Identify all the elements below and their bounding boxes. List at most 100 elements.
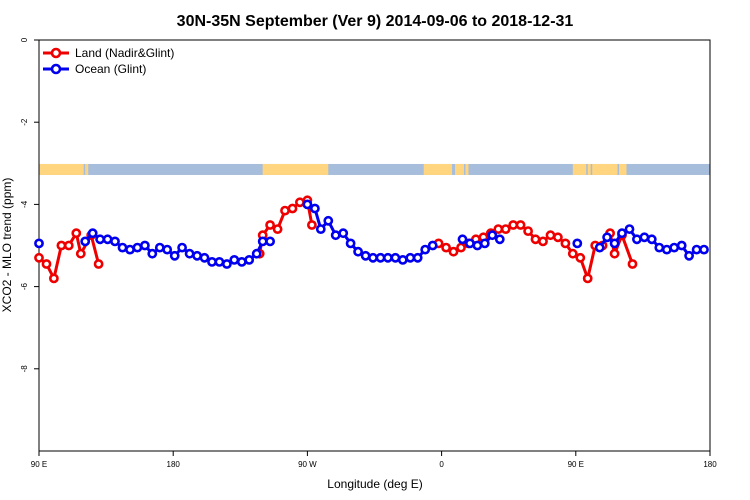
data-point	[302, 199, 313, 210]
x-axis-label: Longitude (deg E)	[327, 477, 422, 491]
series-line	[437, 223, 634, 280]
data-point	[75, 248, 86, 259]
y-tick-label: 0	[20, 37, 29, 42]
data-point	[244, 254, 255, 265]
data-point	[169, 250, 180, 261]
land-segment	[423, 163, 453, 175]
y-tick-label: -4	[20, 200, 29, 208]
data-point	[457, 234, 468, 245]
x-tick-label: 90 E	[568, 460, 584, 469]
land-segment	[465, 163, 469, 175]
data-point	[669, 242, 680, 253]
data-point	[184, 248, 195, 259]
y-tick-label: -6	[20, 282, 29, 290]
data-point	[464, 238, 475, 249]
y-axis-label: XCO2 - MLO trend (ppm)	[0, 178, 14, 313]
land-segment	[39, 163, 84, 175]
land-segment	[85, 163, 87, 175]
data-point	[309, 203, 320, 214]
data-point	[368, 252, 378, 263]
data-point	[162, 244, 173, 255]
data-point	[251, 248, 262, 259]
data-point	[49, 273, 59, 284]
data-point	[602, 232, 612, 243]
data-point	[530, 234, 541, 245]
data-point	[582, 273, 593, 284]
data-point	[382, 252, 393, 263]
data-point	[294, 197, 305, 208]
data-point	[177, 242, 187, 253]
data-point	[71, 228, 82, 239]
chart-title: 30N-35N September (Ver 9) 2014-09-06 to …	[177, 13, 574, 30]
data-point	[500, 224, 511, 234]
x-tick-label: 90 W	[298, 460, 317, 469]
data-point	[87, 228, 98, 239]
x-tick-label: 180	[167, 460, 181, 469]
data-point	[646, 234, 657, 245]
data-point	[139, 240, 150, 251]
y-tick-label: -8	[20, 365, 29, 373]
data-point	[412, 252, 423, 263]
data-point	[624, 224, 635, 234]
data-point	[427, 240, 438, 251]
land-segment	[587, 163, 591, 175]
data-point	[654, 242, 665, 253]
data-point	[265, 220, 275, 230]
data-point	[280, 205, 290, 216]
data-point	[494, 234, 505, 245]
data-point	[538, 236, 548, 247]
data-point	[306, 220, 317, 230]
data-point	[34, 238, 44, 249]
data-point	[456, 242, 466, 253]
data-point	[617, 228, 627, 239]
data-point	[676, 240, 687, 251]
data-point	[287, 203, 298, 214]
land-ocean-mask	[39, 163, 710, 175]
land-segment	[86, 163, 89, 175]
data-point	[515, 220, 526, 230]
data-point	[553, 232, 563, 243]
data-point	[441, 242, 451, 253]
data-point	[80, 236, 91, 247]
data-point	[632, 234, 642, 245]
data-point	[448, 246, 459, 257]
land-segment	[262, 163, 329, 175]
data-point	[594, 242, 605, 253]
data-point	[420, 244, 431, 255]
data-point	[699, 244, 709, 255]
data-point	[154, 242, 165, 253]
x-tick-label: 90 E	[31, 460, 47, 469]
data-point	[338, 228, 349, 239]
series-ocean	[34, 199, 709, 269]
data-point	[609, 238, 620, 249]
data-point	[41, 259, 52, 269]
data-point	[221, 259, 232, 269]
data-point	[323, 215, 334, 226]
data-point	[575, 252, 586, 263]
data-point	[236, 256, 247, 267]
data-point	[353, 246, 363, 257]
data-point	[110, 236, 120, 247]
data-point	[627, 259, 638, 269]
data-point	[214, 256, 225, 267]
data-point	[345, 238, 356, 249]
land-segment	[592, 163, 618, 175]
data-point	[147, 248, 158, 259]
data-point	[639, 232, 650, 243]
data-point	[609, 248, 620, 259]
data-point	[125, 244, 135, 255]
legend-marker	[50, 47, 62, 59]
x-tick-label: 180	[703, 460, 717, 469]
data-point	[265, 236, 275, 247]
legend: Land (Nadir&Glint) Ocean (Glint)	[43, 46, 174, 76]
data-point	[117, 242, 128, 253]
land-segment	[572, 163, 587, 175]
data-point	[272, 224, 283, 234]
data-point	[684, 250, 694, 261]
x-tick-label: 0	[439, 460, 444, 469]
legend-marker	[50, 63, 62, 75]
data-point	[567, 248, 578, 259]
legend-label: Land (Nadir&Glint)	[75, 46, 174, 60]
data-point	[95, 234, 105, 245]
